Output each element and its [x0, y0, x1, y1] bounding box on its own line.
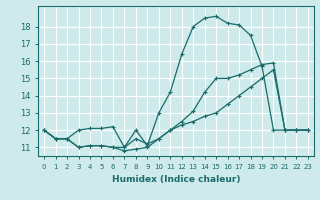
X-axis label: Humidex (Indice chaleur): Humidex (Indice chaleur)	[112, 175, 240, 184]
